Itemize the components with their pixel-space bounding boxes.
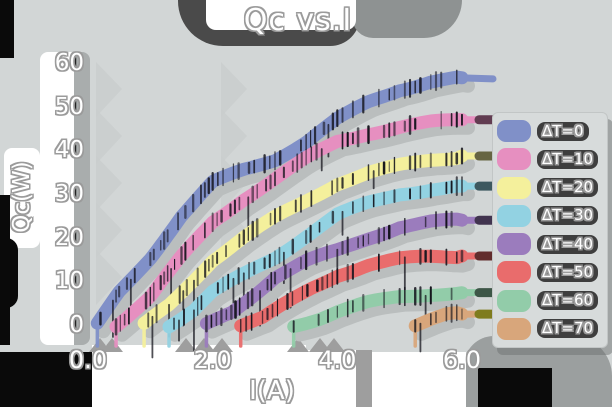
axis-mound-artifact: [287, 338, 309, 352]
background-triangle-artifact: [96, 109, 122, 164]
legend-item: ΔT=10: [493, 147, 607, 171]
legend-item: ΔT=60: [493, 289, 607, 313]
legend-item: ΔT=30: [493, 204, 607, 228]
series-shadow: [168, 187, 475, 342]
legend-label: ΔT=0: [537, 121, 589, 141]
y-tick-label: 60: [54, 49, 84, 76]
border-artifact-bottom-right: [478, 368, 552, 407]
title-panel: [206, 0, 356, 30]
legend-item: ΔT=20: [493, 176, 607, 200]
border-artifact-top-left: [0, 0, 14, 58]
background-triangle-artifact: [96, 156, 122, 211]
series-band: [287, 286, 469, 333]
axis-mound-artifact: [323, 338, 345, 352]
axis-mound-artifact: [309, 338, 331, 352]
series-tail: [458, 74, 497, 83]
legend-label: ΔT=20: [537, 178, 599, 198]
background-triangle-artifact: [96, 250, 122, 305]
x-axis-shadow-column: [356, 350, 372, 407]
y-tick-label: 40: [54, 137, 84, 164]
legend-label: ΔT=60: [537, 291, 599, 311]
x-tick-label: 4.0: [318, 346, 357, 374]
legend-item: ΔT=0: [493, 119, 607, 143]
legend-item: ΔT=40: [493, 232, 607, 256]
axis-mound-artifact: [193, 338, 215, 352]
legend-swatch: [497, 120, 531, 143]
y-axis-shadow-band: [74, 52, 90, 345]
legend-swatch: [497, 233, 531, 256]
background-triangle-artifact: [96, 203, 122, 258]
axis-mound-artifact: [101, 338, 123, 352]
legend-swatch: [497, 148, 531, 171]
x-axis-panel: [92, 345, 306, 407]
series-shadow: [115, 120, 475, 342]
background-triangle-artifact: [221, 109, 247, 164]
series-band: [137, 149, 469, 330]
series-band: [408, 306, 469, 333]
x-axis-panel-3: [372, 352, 466, 407]
x-axis-panel-2: [306, 350, 356, 407]
series-shadow: [205, 220, 475, 339]
y-tick-label: 10: [54, 268, 84, 295]
title-shadow-swoosh: [352, 0, 462, 38]
series-shadow: [414, 313, 475, 341]
axis-mound-artifact: [175, 338, 197, 352]
x-tick-label: 2.0: [193, 346, 232, 374]
y-axis-panel: [40, 52, 74, 345]
chart-title: Qc vs.I: [243, 3, 353, 38]
legend-label: ΔT=70: [537, 319, 599, 339]
legend-label: ΔT=40: [537, 234, 599, 254]
series-shadow: [292, 293, 475, 342]
y-label-panel: [4, 148, 40, 248]
series-shadow: [96, 78, 475, 339]
y-tick-label: 50: [54, 93, 84, 120]
legend-swatch: [497, 289, 531, 312]
legend-swatch: [497, 204, 531, 227]
background-triangle-artifact: [96, 62, 122, 117]
y-tick-label: 20: [54, 224, 84, 251]
y-tick-label: 30: [54, 180, 84, 207]
legend: ΔT=0 ΔT=10 ΔT=20 ΔT=30 ΔT=40 ΔT=50 ΔT=60 ΔT=70: [492, 112, 608, 348]
x-tick-label: 6.0: [442, 346, 482, 374]
legend-label: ΔT=30: [537, 206, 599, 226]
series-shadow: [239, 257, 475, 341]
y-axis-label: Qc(W): [9, 161, 35, 233]
series-band: [90, 70, 469, 330]
x-axis-label: I(A): [249, 376, 295, 406]
legend-swatch: [497, 261, 531, 284]
legend-label: ΔT=10: [537, 149, 599, 169]
border-artifact-left-blob: [0, 238, 18, 308]
border-artifact-bottom-left: [0, 352, 92, 407]
legend-item: ΔT=70: [493, 317, 607, 341]
x-tick-label: 0.0: [68, 346, 108, 374]
legend-label: ΔT=50: [537, 262, 599, 282]
y-tick-label: 0: [69, 312, 84, 338]
background-triangle-artifact: [221, 62, 247, 117]
legend-swatch: [497, 317, 531, 340]
legend-swatch: [497, 176, 531, 199]
axis-mound-artifact: [211, 338, 233, 352]
legend-item: ΔT=50: [493, 260, 607, 284]
